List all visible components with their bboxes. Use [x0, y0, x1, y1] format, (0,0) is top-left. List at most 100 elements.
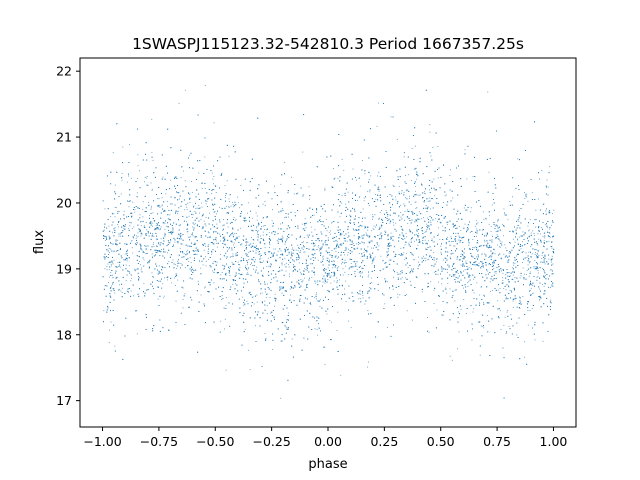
data-point	[261, 292, 263, 294]
data-point	[395, 255, 397, 257]
data-point	[313, 214, 315, 216]
data-point	[449, 288, 451, 290]
data-point	[402, 214, 404, 216]
data-point	[264, 333, 266, 334]
data-point	[529, 218, 531, 220]
data-point	[327, 261, 329, 263]
data-point	[280, 250, 282, 252]
data-point	[474, 225, 476, 227]
data-point	[495, 272, 497, 274]
data-point	[392, 222, 394, 224]
data-point	[268, 231, 270, 233]
data-point	[515, 255, 517, 257]
data-point	[489, 281, 491, 283]
data-point	[316, 329, 318, 331]
data-point	[170, 179, 172, 181]
data-point	[360, 293, 362, 295]
data-point	[131, 247, 133, 249]
data-point	[173, 277, 175, 279]
data-point	[164, 228, 166, 230]
data-point	[472, 247, 474, 248]
data-point	[152, 275, 154, 277]
data-point	[191, 191, 193, 193]
data-point	[447, 255, 448, 256]
data-point	[288, 312, 290, 314]
data-point	[465, 260, 467, 262]
data-point	[405, 174, 407, 176]
data-point	[113, 259, 115, 261]
data-point	[476, 235, 477, 237]
data-point	[146, 233, 148, 235]
data-point	[351, 242, 353, 243]
data-point	[110, 216, 112, 218]
data-point	[336, 330, 338, 331]
data-point	[468, 274, 470, 276]
data-point	[548, 258, 550, 260]
data-point	[250, 294, 252, 296]
data-point	[454, 245, 456, 247]
data-point	[537, 275, 539, 277]
data-point	[481, 245, 482, 247]
data-point	[314, 328, 316, 330]
data-point	[166, 225, 168, 227]
data-point	[444, 288, 446, 290]
data-point	[481, 263, 483, 265]
data-point	[293, 193, 295, 195]
data-point	[141, 267, 143, 269]
data-point	[483, 266, 485, 268]
data-point	[182, 298, 184, 300]
data-point	[130, 290, 132, 292]
data-point	[501, 241, 503, 243]
data-point	[272, 209, 273, 211]
data-point	[522, 231, 524, 233]
data-point	[509, 242, 511, 244]
data-point	[305, 259, 307, 261]
data-point	[189, 236, 191, 238]
data-point	[115, 206, 117, 208]
data-point	[524, 192, 525, 193]
data-point	[463, 299, 465, 300]
data-point	[473, 308, 475, 310]
data-point	[234, 239, 235, 240]
data-point	[393, 276, 394, 278]
data-point	[196, 189, 198, 191]
data-point	[467, 273, 469, 275]
data-point	[489, 255, 491, 256]
data-point	[103, 310, 105, 312]
data-point	[210, 250, 212, 252]
data-point	[503, 235, 504, 237]
data-point	[158, 265, 160, 267]
data-point	[232, 244, 234, 246]
data-point	[305, 227, 307, 229]
data-point	[344, 250, 346, 251]
data-point	[461, 250, 463, 252]
data-point	[458, 226, 460, 227]
data-point	[405, 197, 407, 199]
data-point	[367, 190, 369, 192]
data-point	[224, 185, 226, 187]
data-point	[398, 185, 400, 187]
data-point	[205, 203, 207, 205]
data-point	[104, 208, 106, 210]
data-point	[406, 209, 408, 211]
data-point	[288, 253, 290, 255]
data-point	[429, 189, 431, 191]
data-point	[429, 131, 431, 133]
data-point	[266, 305, 268, 306]
data-point	[112, 288, 114, 290]
data-point	[538, 238, 540, 240]
data-point	[476, 282, 478, 284]
data-point	[216, 246, 218, 248]
data-point	[491, 236, 493, 237]
data-point	[276, 239, 278, 241]
data-point	[303, 251, 305, 253]
data-point	[186, 228, 187, 230]
data-point	[430, 220, 431, 222]
data-point	[329, 233, 331, 235]
data-point	[104, 268, 106, 270]
data-point	[138, 170, 140, 172]
data-point	[302, 228, 304, 230]
data-point	[456, 258, 458, 260]
data-point	[164, 222, 166, 224]
data-point	[220, 299, 222, 300]
